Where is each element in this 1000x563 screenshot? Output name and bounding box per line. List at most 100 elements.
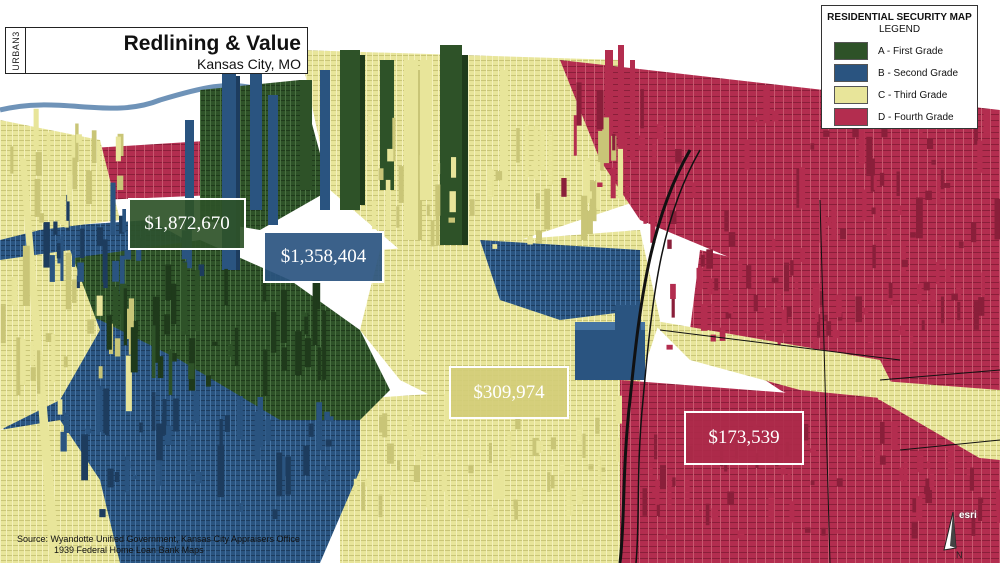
building-bar [786, 306, 792, 318]
legend-label: A - First Grade [878, 45, 944, 57]
title-box: URBAN3 Redlining & Value Kansas City, MO [5, 27, 308, 74]
building-bar [514, 502, 518, 520]
building-bar [378, 168, 384, 180]
building-bar [164, 425, 172, 445]
building-bar [115, 136, 121, 162]
building-bar [379, 416, 385, 433]
legend-swatch [834, 42, 868, 60]
building-bar [22, 245, 30, 306]
building-bar [20, 339, 26, 385]
building-bar [809, 448, 816, 453]
building-bar [595, 417, 600, 434]
building-bar [164, 314, 171, 335]
building-bar [911, 521, 918, 539]
building-bar [492, 244, 498, 249]
building-bar [171, 353, 177, 362]
building-bar [426, 204, 430, 216]
legend-swatch [834, 86, 868, 104]
building-bar [836, 478, 843, 487]
building-bar [870, 158, 875, 192]
building-bar [389, 486, 393, 496]
building-bar [945, 268, 951, 282]
building-bar [119, 215, 124, 234]
building-bar [625, 184, 629, 200]
building-bar [763, 308, 771, 334]
building-bar [819, 210, 826, 243]
building-bar [263, 349, 268, 397]
building-bar [616, 437, 620, 462]
value-label-grade-c: $309,974 [449, 366, 569, 419]
building-bar [156, 423, 163, 461]
building-bar [392, 117, 396, 162]
building-bar [969, 467, 974, 491]
building-bar [599, 467, 606, 472]
building-bar [981, 272, 985, 297]
value-label-grade-b: $1,358,404 [263, 231, 384, 283]
building-bar [513, 499, 518, 509]
building-bar [724, 464, 728, 472]
building-bar [272, 509, 278, 520]
building-bar [372, 200, 377, 230]
building-bar [710, 334, 716, 342]
building-bar [113, 286, 119, 326]
building-bar [444, 490, 449, 516]
building-bar [365, 478, 372, 487]
building-bar [817, 314, 821, 338]
building-bar [317, 347, 321, 381]
building-bar [824, 314, 828, 322]
building-bar [516, 128, 520, 163]
building-bar [515, 414, 521, 430]
building-bar [195, 471, 202, 484]
building-bar [123, 288, 127, 346]
building-bar [927, 138, 934, 149]
building-bar [234, 327, 239, 367]
building-bar [194, 270, 200, 332]
building-bar [879, 455, 886, 465]
building-bar [81, 434, 88, 481]
building-bar [441, 471, 447, 492]
building-bar [106, 314, 112, 350]
building-bar [295, 331, 302, 376]
building-bar [285, 456, 291, 495]
building-bar [923, 281, 930, 291]
building-bar [772, 110, 779, 122]
building-bar [803, 440, 807, 449]
building-bar [980, 497, 984, 503]
building-bar [34, 178, 41, 217]
building-bar [582, 433, 586, 458]
building-bar [597, 455, 602, 485]
building-bar [0, 304, 6, 344]
building-bar [80, 228, 85, 259]
building-bar [56, 243, 62, 259]
building-bar [897, 205, 902, 215]
building-bar [875, 450, 881, 465]
building-bar [573, 115, 577, 156]
building-bar [316, 402, 322, 451]
building-bar [951, 293, 958, 301]
building-bar [971, 222, 977, 243]
building-bar [701, 304, 708, 331]
building-bar [576, 82, 582, 126]
building-bar [826, 321, 832, 336]
building-bar [638, 135, 646, 151]
building-bar [96, 295, 103, 316]
building-bar [671, 298, 675, 318]
building-bar [655, 479, 660, 509]
building-bar [810, 143, 815, 150]
building-bar [916, 496, 923, 521]
building-bar [155, 453, 162, 486]
building-bar [724, 210, 729, 232]
building-bar [536, 440, 543, 453]
building-bar [667, 478, 672, 508]
building-bar [99, 509, 106, 518]
building-bar [324, 411, 330, 421]
building-bar [576, 425, 582, 443]
building-bar [76, 134, 82, 143]
building-bar [120, 296, 126, 331]
building-bar [151, 325, 156, 378]
building-bar [449, 191, 456, 213]
building-bar [193, 390, 200, 423]
building-bar [652, 488, 658, 496]
building-bar [435, 452, 439, 460]
building-bar [257, 397, 263, 448]
